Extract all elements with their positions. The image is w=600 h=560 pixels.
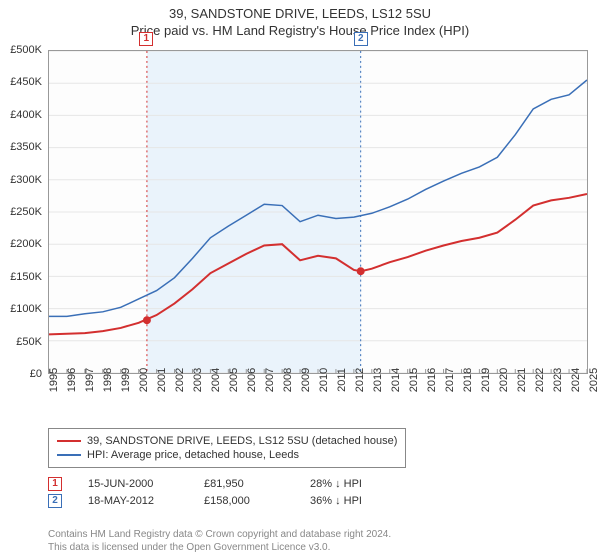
x-tick-label: 2008 — [282, 368, 302, 392]
sale-date: 18-MAY-2012 — [88, 495, 178, 507]
sale-date: 15-JUN-2000 — [88, 478, 178, 490]
chart-area: £0£50K£100K£150K£200K£250K£300K£350K£400… — [48, 50, 588, 400]
x-tick-label: 2006 — [246, 368, 266, 392]
sale-delta: 36% ↓ HPI — [310, 495, 400, 507]
legend-label: HPI: Average price, detached house, Leed… — [87, 449, 299, 461]
y-tick-label: £450K — [0, 76, 42, 88]
x-tick-label: 2004 — [210, 368, 230, 392]
sale-marker-inline: 2 — [48, 494, 62, 508]
x-tick-label: 2012 — [354, 368, 374, 392]
x-tick-label: 2019 — [480, 368, 500, 392]
x-tick-label: 2025 — [588, 368, 600, 392]
y-tick-label: £200K — [0, 238, 42, 250]
x-tick-label: 2021 — [516, 368, 536, 392]
sales-table: 1 15-JUN-2000 £81,950 28% ↓ HPI 2 18-MAY-2012… — [48, 474, 400, 511]
y-tick-label: £350K — [0, 141, 42, 153]
x-tick-label: 1998 — [102, 368, 122, 392]
title-address: 39, SANDSTONE DRIVE, LEEDS, LS12 5SU — [0, 6, 600, 21]
sale-price: £158,000 — [204, 495, 284, 507]
x-tick-label: 2022 — [534, 368, 554, 392]
plot-svg — [49, 51, 587, 373]
x-tick-label: 2020 — [498, 368, 518, 392]
x-tick-label: 2011 — [336, 368, 356, 392]
x-tick-label: 2015 — [408, 368, 428, 392]
x-tick-label: 2005 — [228, 368, 248, 392]
x-tick-label: 2014 — [390, 368, 410, 392]
x-tick-label: 1996 — [66, 368, 86, 392]
x-tick-label: 2001 — [156, 368, 176, 392]
y-tick-label: £0 — [0, 368, 42, 380]
footer-line2: This data is licensed under the Open Gov… — [48, 541, 391, 554]
legend-item: 39, SANDSTONE DRIVE, LEEDS, LS12 5SU (de… — [57, 435, 397, 447]
sale-marker-2: 2 — [354, 32, 368, 46]
x-tick-label: 2023 — [552, 368, 572, 392]
y-tick-label: £500K — [0, 44, 42, 56]
y-tick-label: £100K — [0, 303, 42, 315]
sale-row: 2 18-MAY-2012 £158,000 36% ↓ HPI — [48, 494, 400, 508]
title-subtitle: Price paid vs. HM Land Registry's House … — [0, 23, 600, 38]
x-tick-label: 2013 — [372, 368, 392, 392]
x-tick-label: 1999 — [120, 368, 140, 392]
y-tick-label: £300K — [0, 174, 42, 186]
x-tick-label: 2000 — [138, 368, 158, 392]
y-tick-label: £50K — [0, 336, 42, 348]
sale-delta: 28% ↓ HPI — [310, 478, 400, 490]
x-tick-label: 1995 — [48, 368, 68, 392]
x-tick-label: 2017 — [444, 368, 464, 392]
x-tick-label: 2007 — [264, 368, 284, 392]
x-tick-label: 2016 — [426, 368, 446, 392]
y-tick-label: £250K — [0, 206, 42, 218]
x-tick-label: 2002 — [174, 368, 194, 392]
title-block: 39, SANDSTONE DRIVE, LEEDS, LS12 5SU Pri… — [0, 0, 600, 38]
sale-row: 1 15-JUN-2000 £81,950 28% ↓ HPI — [48, 477, 400, 491]
legend: 39, SANDSTONE DRIVE, LEEDS, LS12 5SU (de… — [48, 428, 406, 468]
x-tick-label: 1997 — [84, 368, 104, 392]
sale-marker-1: 1 — [139, 32, 153, 46]
legend-swatch — [57, 440, 81, 442]
x-tick-label: 2009 — [300, 368, 320, 392]
x-tick-label: 2024 — [570, 368, 590, 392]
y-tick-label: £150K — [0, 271, 42, 283]
x-tick-label: 2018 — [462, 368, 482, 392]
x-tick-label: 2003 — [192, 368, 212, 392]
sale-price: £81,950 — [204, 478, 284, 490]
legend-label: 39, SANDSTONE DRIVE, LEEDS, LS12 5SU (de… — [87, 435, 397, 447]
legend-item: HPI: Average price, detached house, Leed… — [57, 449, 397, 461]
plot-region — [48, 50, 588, 374]
legend-swatch — [57, 454, 81, 456]
y-tick-label: £400K — [0, 109, 42, 121]
footer-line1: Contains HM Land Registry data © Crown c… — [48, 528, 391, 541]
x-tick-label: 2010 — [318, 368, 338, 392]
footer-attribution: Contains HM Land Registry data © Crown c… — [48, 528, 391, 554]
sale-marker-inline: 1 — [48, 477, 62, 491]
